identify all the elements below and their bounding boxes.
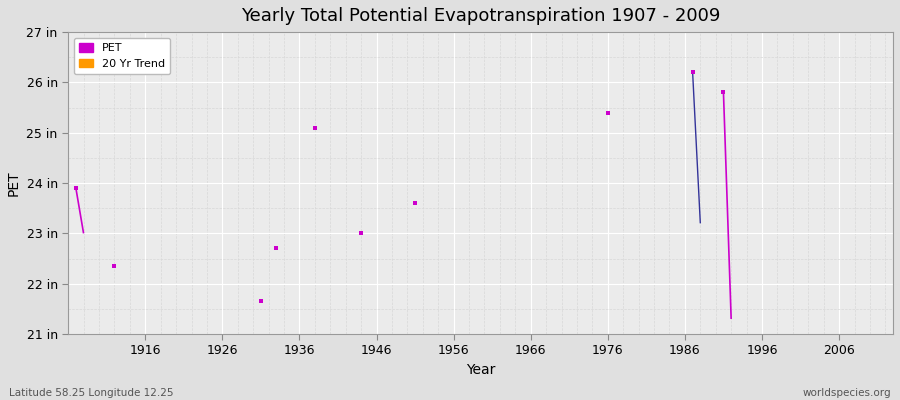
Point — [68, 185, 83, 191]
Text: worldspecies.org: worldspecies.org — [803, 388, 891, 398]
Point — [716, 89, 731, 96]
Legend: PET, 20 Yr Trend: PET, 20 Yr Trend — [74, 38, 170, 74]
Point — [308, 124, 322, 131]
Point — [600, 109, 615, 116]
Point — [686, 69, 700, 76]
Point — [269, 244, 284, 251]
Text: Latitude 58.25 Longitude 12.25: Latitude 58.25 Longitude 12.25 — [9, 388, 174, 398]
Point — [408, 200, 422, 206]
Point — [107, 263, 122, 269]
X-axis label: Year: Year — [466, 363, 495, 377]
Title: Yearly Total Potential Evapotranspiration 1907 - 2009: Yearly Total Potential Evapotranspiratio… — [241, 7, 720, 25]
Point — [354, 230, 368, 237]
Y-axis label: PET: PET — [7, 170, 21, 196]
Point — [254, 298, 268, 304]
